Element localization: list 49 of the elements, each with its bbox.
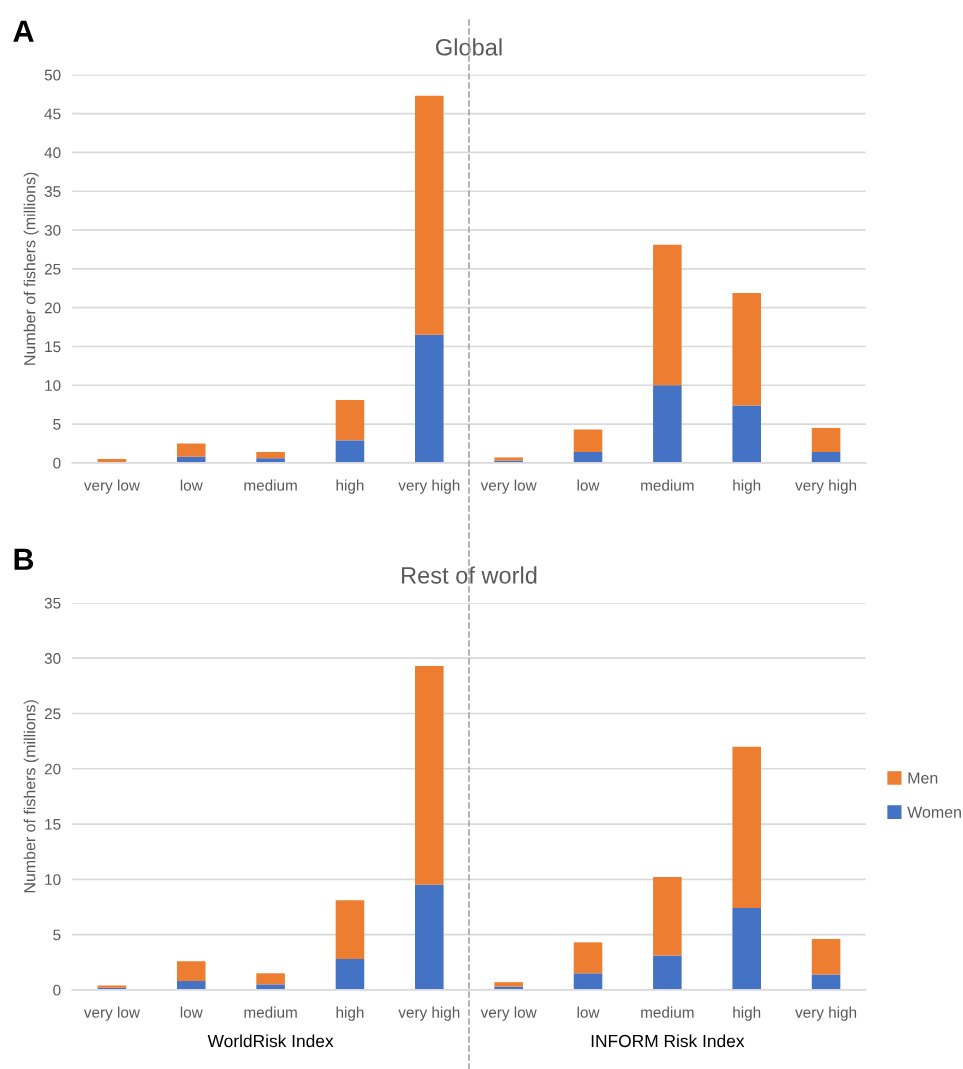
y-axis-title: Number of fishers (millions) xyxy=(23,700,39,893)
y-tick-label: 10 xyxy=(45,874,61,886)
y-tick-label: 5 xyxy=(53,929,61,941)
legend-label: Men xyxy=(908,772,938,784)
x-tick-label: very low xyxy=(83,1006,140,1021)
y-tick-label: 5 xyxy=(53,419,61,430)
x-tick-label: low xyxy=(577,1006,600,1018)
x-tick-label: medium xyxy=(244,1006,297,1018)
x-tick-label: very low xyxy=(83,479,140,494)
x-tick-label: high xyxy=(733,1006,761,1021)
y-tick-label: 15 xyxy=(45,341,61,353)
y-tick-label: 35 xyxy=(44,186,61,197)
y-tick-label: 30 xyxy=(44,653,61,664)
y-tick-label: 35 xyxy=(44,597,61,609)
x-tick-label: very high xyxy=(795,1006,857,1021)
y-tick-label: 15 xyxy=(45,819,61,830)
x-tick-label: medium xyxy=(244,479,297,491)
text: INFORM Risk Index xyxy=(591,1034,745,1048)
text: B xyxy=(14,548,34,570)
x-tick-label: high xyxy=(336,1006,364,1021)
x-tick-label: high xyxy=(336,479,364,494)
x-tick-label: low xyxy=(180,479,203,491)
x-tick-label: medium xyxy=(641,479,694,491)
chart-title: Rest of world xyxy=(402,566,537,584)
y-axis-title: Number of fishers (millions) xyxy=(23,172,39,365)
y-tick-label: 40 xyxy=(44,147,61,159)
x-tick-label: very high xyxy=(398,1006,460,1021)
y-tick-label: 50 xyxy=(44,69,61,81)
y-tick-label: 0 xyxy=(53,984,61,996)
y-tick-label: 45 xyxy=(44,108,61,120)
y-tick-label: 25 xyxy=(44,263,61,275)
x-tick-label: very high xyxy=(795,479,857,494)
x-tick-label: low xyxy=(180,1006,203,1018)
legend-label: Women xyxy=(907,806,961,818)
x-tick-label: very high xyxy=(398,479,460,494)
y-tick-label: 0 xyxy=(53,457,61,469)
chart-title: Global xyxy=(436,38,502,56)
x-tick-label: high xyxy=(733,479,761,494)
y-tick-label: 20 xyxy=(44,302,61,314)
x-tick-label: medium xyxy=(641,1006,694,1018)
text: WorldRisk Index xyxy=(207,1034,334,1048)
y-tick-label: 30 xyxy=(44,224,61,236)
x-tick-label: very low xyxy=(480,1006,537,1021)
text: A xyxy=(13,20,34,42)
x-tick-label: very low xyxy=(480,479,537,494)
x-tick-label: low xyxy=(577,479,600,491)
y-tick-label: 25 xyxy=(44,708,61,720)
y-tick-label: 10 xyxy=(45,380,61,391)
y-tick-label: 20 xyxy=(44,763,61,775)
